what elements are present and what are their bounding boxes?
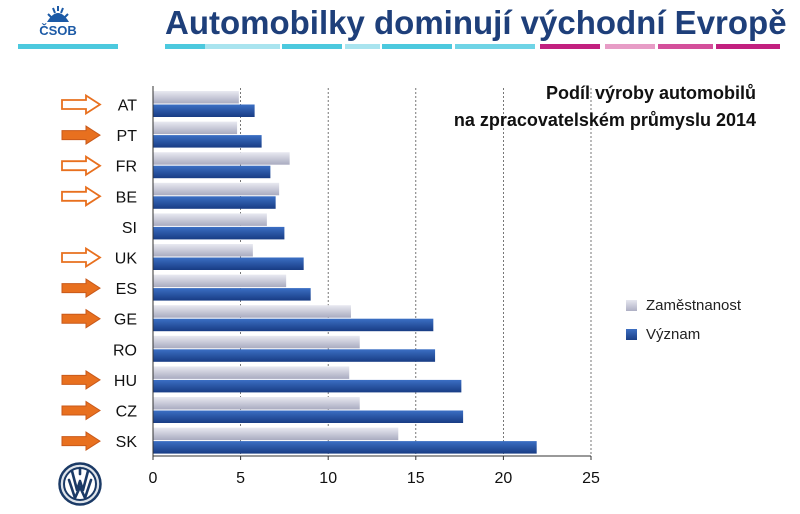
- bar-ge-significance: [153, 318, 434, 332]
- category-label-ge: GE: [114, 312, 137, 329]
- bar-sk-employment: [153, 427, 399, 441]
- decorative-stripe: [18, 44, 780, 49]
- vw-logo-icon: [58, 462, 102, 506]
- bar-pt-significance: [153, 135, 262, 148]
- x-tick-label-15: 15: [407, 470, 425, 487]
- category-label-pt: PT: [117, 128, 138, 145]
- category-label-fr: FR: [116, 159, 137, 176]
- legend-item-employment: Zaměstnanost: [626, 297, 741, 314]
- arrow-filled-icon-sk: [61, 431, 101, 452]
- bar-hu-significance: [153, 379, 462, 393]
- arrow-filled-icon-ge: [61, 308, 101, 329]
- category-label-sk: SK: [116, 434, 138, 451]
- arrow-outline-icon-be: [61, 185, 102, 207]
- arrow-outline-icon-fr: [61, 155, 102, 177]
- bar-es-employment: [153, 274, 287, 288]
- category-label-at: AT: [118, 98, 137, 115]
- category-label-hu: HU: [114, 373, 137, 390]
- legend-label-significance: Význam: [646, 326, 701, 343]
- x-tick-label-20: 20: [495, 470, 513, 487]
- x-tick-label-0: 0: [149, 470, 158, 487]
- category-label-be: BE: [116, 189, 137, 206]
- legend-item-significance: Význam: [626, 326, 700, 343]
- bar-fr-significance: [153, 165, 271, 179]
- bar-sk-significance: [153, 441, 537, 454]
- x-tick-label-25: 25: [582, 470, 600, 487]
- bar-cz-employment: [153, 397, 360, 410]
- legend-label-employment: Zaměstnanost: [646, 297, 742, 314]
- bar-si-significance: [153, 226, 285, 240]
- chart-title-line-1: Podíl výroby automobilů: [545, 83, 756, 103]
- bar-ro-significance: [153, 349, 436, 362]
- legend-swatch-employment: [626, 300, 637, 311]
- bar-at-significance: [153, 104, 255, 117]
- bar-uk-significance: [153, 257, 304, 270]
- bar-si-employment: [153, 213, 267, 226]
- arrow-filled-icon-cz: [61, 400, 101, 421]
- category-label-cz: CZ: [116, 404, 138, 421]
- bar-chart: AT PT FR BE SI UK ES GE RO HU CZ SK 0 5 10 15 20 25: [61, 86, 600, 487]
- arrow-filled-icon-pt: [61, 125, 101, 146]
- bar-hu-employment: [153, 366, 350, 379]
- arrow-filled-icon-es: [61, 278, 101, 299]
- bar-ro-employment: [153, 335, 360, 349]
- csob-brand-text: ČSOB: [39, 23, 77, 38]
- arrow-filled-icon-hu: [61, 369, 101, 390]
- bar-be-significance: [153, 196, 276, 209]
- chart-title-line-2: na zpracovatelském průmyslu 2014: [453, 110, 756, 130]
- slide-title: Automobilky dominují východní Evropě: [165, 4, 787, 41]
- csob-hedgehog-icon: [47, 6, 69, 22]
- x-tick-label-10: 10: [319, 470, 337, 487]
- bar-cz-significance: [153, 410, 464, 423]
- bar-at-employment: [153, 91, 239, 104]
- bar-fr-employment: [153, 152, 290, 165]
- arrow-outline-icon-uk: [61, 246, 102, 269]
- chart-title: Podíl výroby automobilů na zpracovatelsk…: [416, 80, 756, 134]
- bar-be-employment: [153, 182, 280, 196]
- category-label-ro: RO: [113, 342, 137, 359]
- legend-swatch-significance: [626, 329, 637, 340]
- bar-pt-employment: [153, 121, 238, 135]
- bar-es-significance: [153, 288, 311, 301]
- arrow-outline-icon-at: [61, 93, 102, 116]
- bar-ge-employment: [153, 305, 351, 318]
- category-label-uk: UK: [115, 251, 138, 268]
- x-tick-label-5: 5: [236, 470, 245, 487]
- csob-logo: ČSOB: [39, 6, 77, 38]
- category-label-es: ES: [116, 281, 137, 298]
- category-label-si: SI: [122, 220, 137, 237]
- bar-uk-employment: [153, 244, 253, 257]
